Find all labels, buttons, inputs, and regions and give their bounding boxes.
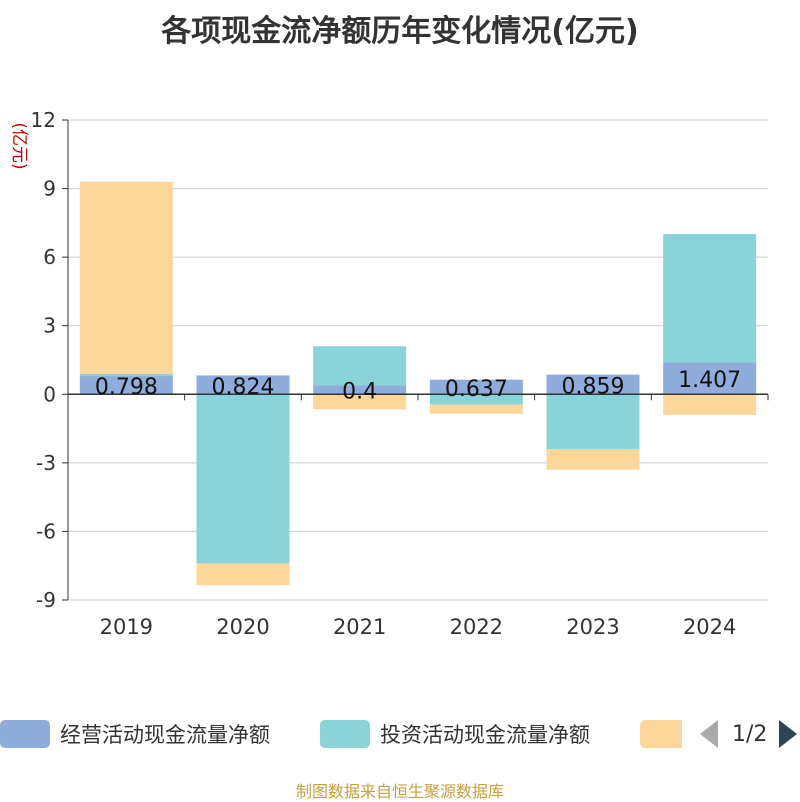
bar-financing-2023: [546, 449, 640, 470]
y-axis-label: (亿元): [9, 122, 29, 169]
bar-investing-2021: [313, 346, 407, 386]
bar-operating-2023: [546, 374, 640, 395]
y-tick-label: -3: [36, 451, 56, 475]
x-tick-label: 2023: [566, 615, 619, 639]
bar-operating-2024: [663, 362, 757, 395]
y-tick-label: -9: [36, 588, 56, 612]
source-note: 制图数据来自恒生聚源数据库: [295, 782, 504, 801]
legend-item-financing[interactable]: [640, 716, 682, 752]
pager-text: 1/2: [732, 721, 768, 747]
bar-financing-2021: [313, 394, 407, 410]
data-label-operating-2024: 1.407: [678, 368, 741, 393]
pager-prev-icon[interactable]: [700, 720, 718, 748]
y-tick-label: 12: [31, 108, 56, 132]
bar-operating-2022: [429, 379, 523, 395]
bar-investing-2020: [196, 394, 290, 564]
legend-swatch-investing: [320, 720, 370, 748]
bar-investing-2023: [546, 394, 640, 450]
bar-financing-2019: [79, 181, 173, 374]
x-tick-label: 2019: [100, 615, 153, 639]
legend-label-investing: 投资活动现金流量净额: [380, 723, 590, 747]
y-tick-label: 3: [43, 314, 56, 338]
legend-label-operating: 经营活动现金流量净额: [60, 723, 270, 747]
data-label-operating-2020: 0.824: [212, 375, 275, 400]
bar-operating-2020: [196, 375, 290, 395]
bar-financing-2020: [196, 563, 290, 586]
data-label-operating-2022: 0.637: [445, 377, 508, 402]
data-label-operating-2023: 0.859: [562, 374, 625, 399]
y-tick-label: 9: [43, 177, 56, 201]
bar-investing-2024: [663, 234, 757, 363]
data-label-operating-2019: 0.798: [95, 375, 158, 400]
legend-item-operating[interactable]: 经营活动现金流量净额: [0, 716, 270, 752]
bar-operating-2021: [313, 385, 407, 395]
y-tick-label: 0: [43, 382, 56, 406]
pager-next-icon[interactable]: [779, 720, 798, 748]
x-tick-label: 2020: [216, 615, 269, 639]
legend: 经营活动现金流量净额 投资活动现金流量净额 1/2: [0, 716, 800, 752]
x-tick-label: 2022: [450, 615, 503, 639]
bar-financing-2022: [429, 404, 523, 414]
legend-swatch-financing: [640, 720, 682, 748]
bar-investing-2019: [79, 373, 173, 377]
data-label-operating-2021: 0.4: [342, 380, 377, 405]
x-tick-label: 2024: [683, 615, 736, 639]
bar-operating-2019: [79, 376, 173, 395]
bar-investing-2022: [429, 394, 523, 405]
legend-swatch-operating: [0, 720, 50, 748]
legend-pager: 1/2: [700, 716, 798, 752]
bar-financing-2024: [663, 394, 757, 415]
y-tick-label: 6: [43, 245, 56, 269]
y-tick-label: -6: [36, 519, 56, 543]
chart-title: 各项现金流净额历年变化情况(亿元): [161, 14, 639, 49]
legend-item-investing[interactable]: 投资活动现金流量净额: [320, 716, 590, 752]
x-tick-label: 2021: [333, 615, 386, 639]
